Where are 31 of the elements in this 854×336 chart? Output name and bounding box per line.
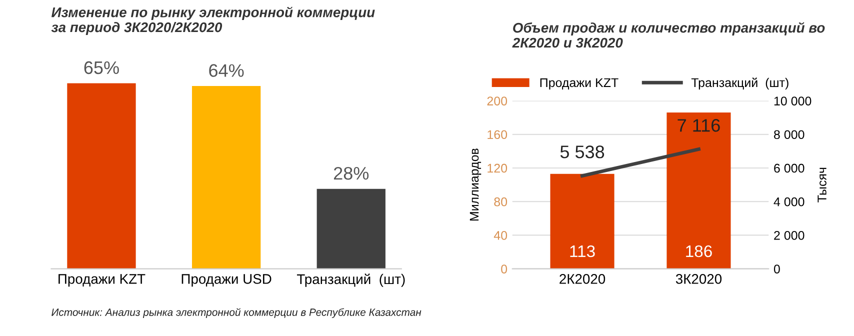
- data-label: 64%: [209, 64, 244, 77]
- y-tick-label: 0: [501, 264, 508, 274]
- y-axis-title: Миллиардов: [470, 148, 482, 221]
- x-tick-label: Продажи KZT: [58, 274, 146, 287]
- y2-tick-label: 8 000: [774, 130, 804, 140]
- x-tick-label: Продажи USD: [182, 274, 272, 287]
- chart-title: Объем продаж и количество транзакций во 2К2020 и 3К2020: [512, 22, 825, 48]
- x-tick-label: Транзакций (шт): [296, 274, 405, 287]
- data-label: 28%: [334, 166, 369, 180]
- y-tick-label: 120: [488, 164, 508, 173]
- legend-label: Продажи KZT: [540, 78, 618, 90]
- data-label: 65%: [84, 61, 119, 74]
- y-tick-label: 200: [487, 96, 508, 106]
- y-tick-label: 80: [494, 197, 508, 206]
- y-tick-label: 40: [494, 231, 508, 240]
- data-label: 113: [570, 245, 595, 258]
- data-label: 186: [686, 245, 712, 258]
- y2-tick-label: 6 000: [774, 164, 804, 173]
- y2-tick-label: 10 000: [774, 96, 812, 106]
- chart-title: Изменение по рынку электронной коммерции за период 3К2020/2К2020: [51, 6, 375, 35]
- y2-tick-label: 2 000: [774, 231, 804, 240]
- data-label: 7 116: [678, 119, 720, 132]
- legend-label: Транзакций (шт): [691, 78, 788, 90]
- y2-tick-label: 4 000: [774, 197, 804, 206]
- y-tick-label: 160: [488, 130, 508, 140]
- y2-axis-title: Тысяч: [818, 168, 826, 202]
- x-tick-label: 3К2020: [676, 274, 722, 284]
- data-label: 5 538: [560, 146, 604, 158]
- x-tick-label: 2К2020: [560, 274, 606, 284]
- y2-tick-label: 0: [774, 264, 780, 274]
- text: Источник: Анализ рынка электронной коммерции в Республике Казахстан: [52, 308, 422, 318]
